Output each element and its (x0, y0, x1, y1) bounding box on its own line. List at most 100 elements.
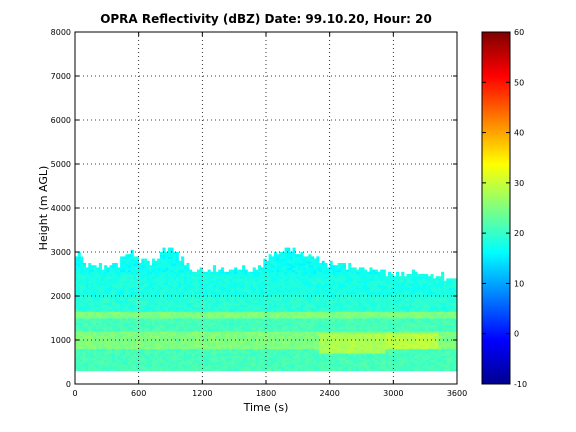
reflectivity-cell (220, 348, 224, 352)
reflectivity-cell (231, 309, 235, 312)
reflectivity-cell (138, 353, 142, 356)
reflectivity-cell (88, 285, 92, 288)
reflectivity-cell (313, 287, 317, 290)
reflectivity-cell (327, 278, 331, 281)
reflectivity-cell (109, 287, 113, 290)
reflectivity-cell (85, 326, 89, 330)
reflectivity-cell (215, 287, 219, 290)
reflectivity-cell (114, 267, 118, 270)
reflectivity-cell (159, 296, 163, 299)
reflectivity-cell (300, 282, 304, 286)
reflectivity-cell (141, 291, 145, 295)
reflectivity-cell (263, 324, 267, 328)
reflectivity-cell (197, 320, 201, 323)
reflectivity-cell (167, 282, 171, 286)
reflectivity-cell (236, 304, 240, 308)
reflectivity-cell (297, 311, 301, 314)
reflectivity-cell (154, 298, 158, 301)
reflectivity-cell (197, 362, 201, 365)
reflectivity-cell (159, 362, 163, 365)
reflectivity-cell (271, 342, 275, 345)
reflectivity-cell (88, 276, 92, 279)
reflectivity-cell (151, 311, 155, 314)
reflectivity-cell (133, 274, 137, 277)
reflectivity-cell (242, 353, 246, 356)
reflectivity-cell (319, 359, 323, 363)
reflectivity-cell (165, 322, 169, 325)
reflectivity-cell (96, 298, 100, 301)
reflectivity-cell (112, 274, 116, 277)
reflectivity-cell (112, 293, 116, 297)
reflectivity-cell (263, 333, 267, 336)
reflectivity-cell (106, 271, 110, 275)
reflectivity-cell (292, 280, 296, 284)
reflectivity-cell (133, 357, 137, 361)
reflectivity-cell (80, 318, 84, 321)
reflectivity-cell (210, 351, 214, 354)
reflectivity-cell (170, 256, 174, 259)
reflectivity-cell (236, 278, 240, 281)
reflectivity-cell (77, 302, 81, 306)
reflectivity-cell (319, 364, 323, 367)
reflectivity-cell (281, 318, 285, 321)
reflectivity-cell (210, 296, 214, 299)
reflectivity-cell (77, 353, 81, 356)
reflectivity-cell (122, 344, 126, 347)
reflectivity-cell (143, 280, 148, 284)
reflectivity-cell (77, 256, 81, 259)
reflectivity-cell (324, 364, 328, 367)
reflectivity-cell (136, 313, 140, 317)
reflectivity-cell (194, 344, 198, 347)
reflectivity-cell (236, 274, 240, 277)
reflectivity-cell (223, 320, 227, 323)
reflectivity-cell (178, 368, 182, 372)
reflectivity-cell (181, 346, 185, 350)
reflectivity-cell (199, 322, 203, 325)
reflectivity-cell (276, 366, 280, 369)
reflectivity-cell (236, 280, 240, 284)
reflectivity-cell (143, 263, 148, 266)
reflectivity-cell (125, 296, 129, 299)
reflectivity-cell (202, 326, 206, 330)
reflectivity-cell (117, 322, 121, 325)
reflectivity-cell (199, 304, 203, 308)
reflectivity-cell (183, 329, 187, 332)
reflectivity-cell (122, 355, 126, 358)
reflectivity-cell (297, 315, 301, 319)
reflectivity-cell (173, 263, 177, 266)
reflectivity-cell (178, 340, 182, 343)
reflectivity-cell (204, 318, 209, 321)
reflectivity-cell (109, 320, 113, 323)
reflectivity-cell (191, 302, 195, 306)
reflectivity-cell (279, 342, 283, 345)
reflectivity-cell (186, 311, 190, 314)
reflectivity-cell (104, 304, 108, 308)
reflectivity-cell (334, 282, 339, 286)
reflectivity-cell (141, 267, 145, 270)
reflectivity-cell (255, 282, 259, 286)
reflectivity-cell (106, 359, 110, 363)
reflectivity-cell (159, 318, 163, 321)
reflectivity-cell (215, 302, 219, 306)
reflectivity-cell (117, 269, 121, 273)
reflectivity-cell (109, 285, 113, 288)
reflectivity-cell (289, 282, 293, 286)
reflectivity-cell (303, 304, 307, 308)
reflectivity-cell (178, 260, 182, 264)
reflectivity-cell (311, 340, 315, 343)
reflectivity-cell (178, 318, 182, 321)
reflectivity-cell (300, 353, 304, 356)
reflectivity-cell (170, 355, 174, 358)
reflectivity-cell (295, 291, 299, 295)
reflectivity-cell (93, 331, 97, 334)
reflectivity-cell (207, 300, 211, 303)
reflectivity-cell (194, 322, 198, 325)
reflectivity-cell (313, 359, 317, 363)
reflectivity-cell (197, 315, 201, 319)
reflectivity-cell (327, 269, 331, 273)
reflectivity-cell (141, 348, 145, 352)
reflectivity-cell (98, 344, 102, 347)
reflectivity-cell (207, 311, 211, 314)
reflectivity-cell (284, 252, 288, 255)
reflectivity-cell (82, 265, 87, 268)
